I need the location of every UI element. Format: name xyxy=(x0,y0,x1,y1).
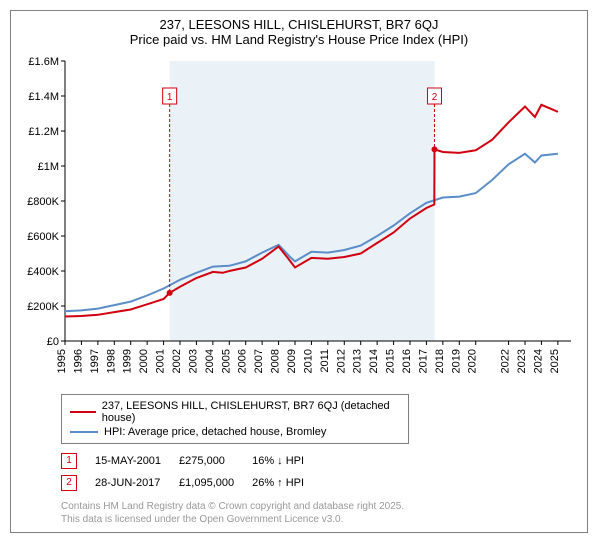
event-table: 1 15-MAY-2001 £275,000 16% ↓ HPI 2 28-JU… xyxy=(61,450,579,494)
svg-text:2022: 2022 xyxy=(500,349,512,373)
svg-text:£600K: £600K xyxy=(27,231,59,243)
attribution-line: This data is licensed under the Open Gov… xyxy=(61,513,579,526)
svg-text:2009: 2009 xyxy=(286,349,298,373)
svg-text:2013: 2013 xyxy=(352,349,364,373)
svg-text:1996: 1996 xyxy=(72,349,84,373)
svg-text:2023: 2023 xyxy=(516,349,528,373)
event-date: 15-MAY-2001 xyxy=(95,450,179,472)
chart-card: 237, LEESONS HILL, CHISLEHURST, BR7 6QJ … xyxy=(10,10,588,533)
svg-text:2019: 2019 xyxy=(450,349,462,373)
event-row: 2 28-JUN-2017 £1,095,000 26% ↑ HPI xyxy=(61,472,322,494)
event-marker-icon: 2 xyxy=(61,475,77,491)
svg-text:2025: 2025 xyxy=(549,349,561,373)
svg-text:1997: 1997 xyxy=(89,349,101,373)
event-delta: 26% ↑ HPI xyxy=(252,472,322,494)
svg-text:£1M: £1M xyxy=(38,161,59,173)
event-price: £275,000 xyxy=(179,450,252,472)
svg-text:£1.6M: £1.6M xyxy=(28,56,59,68)
legend-label: HPI: Average price, detached house, Brom… xyxy=(104,426,326,438)
svg-text:2015: 2015 xyxy=(385,349,397,373)
line-chart-svg: £0 £200K £400K £600K £800K £1M £1.2M £1.4M £1.6M… xyxy=(19,51,579,381)
svg-text:2000: 2000 xyxy=(138,349,150,373)
svg-text:2001: 2001 xyxy=(155,349,167,373)
event-row: 1 15-MAY-2001 £275,000 16% ↓ HPI xyxy=(61,450,322,472)
svg-text:1999: 1999 xyxy=(122,349,134,373)
legend-swatch xyxy=(70,411,96,413)
event-price: £1,095,000 xyxy=(179,472,252,494)
svg-text:2017: 2017 xyxy=(417,349,429,373)
svg-text:£800K: £800K xyxy=(27,196,59,208)
svg-text:2012: 2012 xyxy=(335,349,347,373)
legend-swatch xyxy=(70,431,98,433)
svg-text:2010: 2010 xyxy=(302,349,314,373)
svg-text:2007: 2007 xyxy=(253,349,265,373)
attribution-line: Contains HM Land Registry data © Crown c… xyxy=(61,500,579,513)
svg-text:2018: 2018 xyxy=(434,349,446,373)
svg-text:2003: 2003 xyxy=(187,349,199,373)
svg-text:2008: 2008 xyxy=(270,349,282,373)
legend-label: 237, LEESONS HILL, CHISLEHURST, BR7 6QJ … xyxy=(102,400,400,424)
chart-plot: £0 £200K £400K £600K £800K £1M £1.2M £1.4M £1.6M… xyxy=(19,51,579,386)
svg-text:2020: 2020 xyxy=(467,349,479,373)
legend-row: 237, LEESONS HILL, CHISLEHURST, BR7 6QJ … xyxy=(70,399,400,425)
svg-text:1998: 1998 xyxy=(105,349,117,373)
svg-text:2: 2 xyxy=(432,92,438,103)
svg-text:2006: 2006 xyxy=(237,349,249,373)
event-date: 28-JUN-2017 xyxy=(95,472,179,494)
svg-text:1: 1 xyxy=(167,92,173,103)
svg-text:1995: 1995 xyxy=(56,349,68,373)
legend: 237, LEESONS HILL, CHISLEHURST, BR7 6QJ … xyxy=(61,394,409,444)
legend-row: HPI: Average price, detached house, Brom… xyxy=(70,425,400,439)
svg-text:£200K: £200K xyxy=(27,301,59,313)
svg-text:2004: 2004 xyxy=(204,349,216,373)
chart-title: 237, LEESONS HILL, CHISLEHURST, BR7 6QJ xyxy=(11,11,587,32)
event-marker-icon: 1 xyxy=(61,453,77,469)
svg-text:2005: 2005 xyxy=(220,349,232,373)
svg-text:£400K: £400K xyxy=(27,266,59,278)
event-delta: 16% ↓ HPI xyxy=(252,450,322,472)
svg-text:2011: 2011 xyxy=(319,349,331,373)
chart-subtitle: Price paid vs. HM Land Registry's House … xyxy=(11,32,587,51)
svg-text:£0: £0 xyxy=(47,336,59,348)
attribution: Contains HM Land Registry data © Crown c… xyxy=(11,498,587,532)
svg-text:£1.4M: £1.4M xyxy=(28,91,59,103)
svg-text:2002: 2002 xyxy=(171,349,183,373)
svg-text:2024: 2024 xyxy=(532,349,544,373)
svg-text:2014: 2014 xyxy=(368,349,380,373)
svg-text:£1.2M: £1.2M xyxy=(28,126,59,138)
svg-text:2016: 2016 xyxy=(401,349,413,373)
